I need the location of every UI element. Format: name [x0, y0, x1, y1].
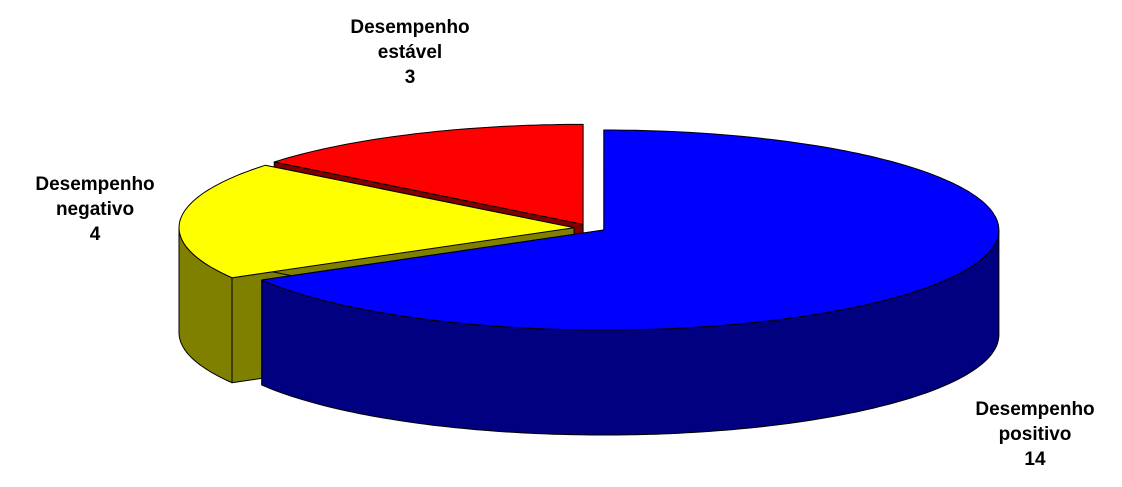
label-name: Desempenho negativo — [35, 174, 155, 220]
label-name: Desempenho estável — [350, 17, 470, 63]
label-value: 14 — [1024, 449, 1046, 470]
data-label: Desempenho negativo 4 — [20, 172, 170, 247]
data-label: Desempenho estável 3 — [335, 15, 485, 90]
slice — [273, 123, 584, 225]
slice — [178, 164, 575, 279]
data-label: Desempenho positivo 14 — [960, 397, 1110, 472]
label-name: Desempenho positivo — [975, 399, 1095, 445]
label-value: 4 — [89, 224, 101, 245]
slice — [261, 129, 1000, 331]
label-value: 3 — [404, 67, 416, 88]
